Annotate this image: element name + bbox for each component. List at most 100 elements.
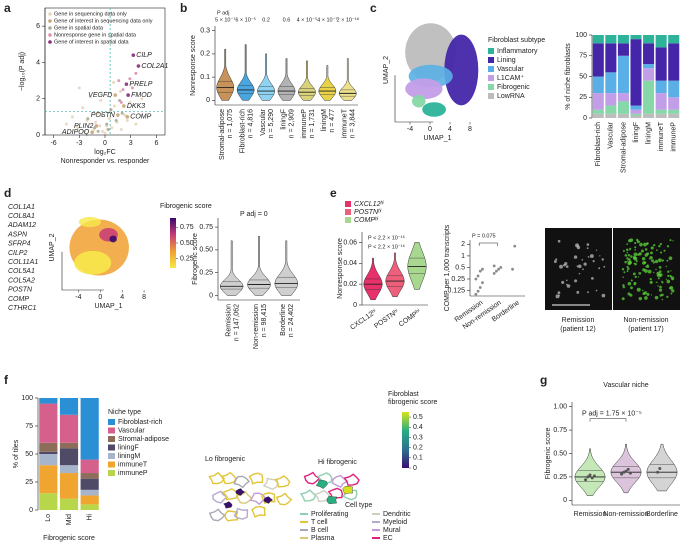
data-point bbox=[588, 473, 592, 477]
stain-speck bbox=[630, 286, 633, 290]
stain-speck bbox=[603, 265, 606, 268]
p-value: 4 × 10⁻⁷ bbox=[317, 16, 337, 23]
data-point bbox=[99, 99, 103, 103]
stain-speck bbox=[655, 281, 657, 283]
legend-marker bbox=[48, 26, 52, 30]
bar-segment bbox=[605, 35, 617, 44]
cell-outline bbox=[316, 472, 333, 485]
legend-swatch bbox=[488, 75, 494, 81]
gene-name: CTHRC1 bbox=[8, 305, 36, 312]
bar-segment bbox=[668, 109, 680, 114]
x-tick-label: Remission bbox=[574, 511, 607, 518]
x-tick-label: Vascular bbox=[608, 121, 615, 148]
bar-segment bbox=[630, 39, 642, 106]
data-point bbox=[499, 266, 503, 269]
bar-segment bbox=[80, 504, 99, 510]
n-label: n = 147,062 bbox=[234, 304, 241, 341]
stain-speck bbox=[592, 260, 595, 263]
stain-speck bbox=[671, 289, 675, 293]
p-value: 5 × 10⁻⁷ bbox=[215, 16, 235, 23]
n-label: n = 24,402 bbox=[288, 304, 295, 337]
stain-speck bbox=[574, 279, 578, 283]
stain-speck bbox=[658, 244, 661, 248]
bar-segment bbox=[655, 113, 667, 118]
umap-cluster bbox=[412, 94, 426, 108]
stain-speck bbox=[557, 291, 561, 295]
bar-segment bbox=[655, 80, 667, 94]
data-point bbox=[103, 131, 107, 135]
colorbar-tick-label: 0 bbox=[413, 465, 417, 472]
umap-cluster bbox=[109, 235, 117, 243]
stain-speck bbox=[587, 256, 590, 258]
y-tick-label: 25 bbox=[25, 479, 33, 486]
stain-speck bbox=[654, 259, 659, 264]
gene-label: PRELP bbox=[129, 81, 152, 88]
y-tick-label: 0.5 bbox=[455, 264, 465, 271]
stain-speck bbox=[637, 276, 640, 278]
stain-speck bbox=[654, 295, 659, 300]
stain-speck bbox=[638, 271, 642, 275]
data-point bbox=[495, 269, 498, 273]
violin bbox=[646, 443, 678, 492]
stain-speck bbox=[663, 249, 666, 252]
legend-label: Vascular bbox=[118, 427, 145, 434]
legend-swatch bbox=[345, 217, 351, 223]
data-point bbox=[492, 271, 496, 275]
data-point bbox=[497, 267, 500, 271]
y-tick-label: 0 bbox=[209, 292, 213, 299]
cell-outline bbox=[221, 487, 238, 501]
y-axis-label: % of niche fibroblasts bbox=[565, 43, 572, 110]
cell-outline bbox=[248, 472, 264, 485]
x-tick-label: -6 bbox=[50, 140, 56, 147]
panel-letter: d bbox=[4, 186, 11, 200]
stain-speck bbox=[642, 261, 646, 265]
stain-speck bbox=[642, 292, 646, 296]
x-tick-label: 4 bbox=[448, 126, 452, 133]
x-tick-label: Lo bbox=[45, 514, 52, 522]
stain-speck bbox=[626, 260, 629, 262]
x-tick-label: -4 bbox=[407, 126, 413, 133]
data-point bbox=[109, 108, 113, 112]
bar-segment bbox=[592, 43, 604, 77]
stain-speck bbox=[621, 267, 625, 271]
legend-swatch bbox=[108, 470, 115, 476]
stain-speck bbox=[659, 285, 662, 289]
gene-label: ADIPOQ bbox=[61, 129, 90, 136]
stain-speck bbox=[621, 297, 625, 301]
stain-speck bbox=[633, 281, 637, 285]
y-tick-label: 75 bbox=[25, 423, 33, 430]
x-tick-label: Non-remission bbox=[603, 511, 648, 518]
stain-speck bbox=[626, 270, 629, 273]
y-axis-label: UMAP_2 bbox=[49, 233, 56, 261]
bar-segment bbox=[592, 35, 604, 44]
stain-speck bbox=[629, 293, 633, 297]
stain-speck bbox=[639, 242, 643, 247]
stain-speck bbox=[586, 243, 590, 246]
stain-speck bbox=[657, 277, 660, 280]
colorbar bbox=[170, 218, 176, 268]
annotation: P = 0.075 bbox=[472, 233, 496, 239]
p-value: 2 × 10⁻¹⁸ bbox=[337, 16, 360, 23]
legend-swatch bbox=[488, 93, 494, 99]
legend-label: Inflammatory bbox=[497, 48, 538, 55]
legend-label: POSTNʰⁱ bbox=[354, 208, 382, 216]
y-tick-label: 0.06 bbox=[343, 239, 357, 246]
y-axis-label: Fibrogenic score bbox=[192, 233, 199, 285]
cell-outline bbox=[249, 492, 267, 506]
stain-speck bbox=[587, 291, 589, 294]
x-axis-label: UMAP_1 bbox=[423, 135, 451, 142]
data-point bbox=[592, 474, 596, 478]
stain-speck bbox=[599, 255, 601, 257]
stain-speck bbox=[658, 288, 663, 292]
legend-label: Dendritic bbox=[383, 511, 411, 518]
y-tick-label: 0.04 bbox=[343, 260, 357, 267]
bar-segment bbox=[39, 493, 58, 510]
cell-outline bbox=[274, 475, 291, 488]
bar-segment bbox=[630, 113, 642, 116]
panel-letter: g bbox=[540, 373, 547, 387]
y-tick-label: 75 bbox=[579, 53, 587, 60]
legend-swatch bbox=[345, 209, 351, 215]
stain-speck bbox=[666, 295, 669, 299]
stain-speck bbox=[644, 248, 648, 251]
bar-segment bbox=[655, 35, 667, 48]
